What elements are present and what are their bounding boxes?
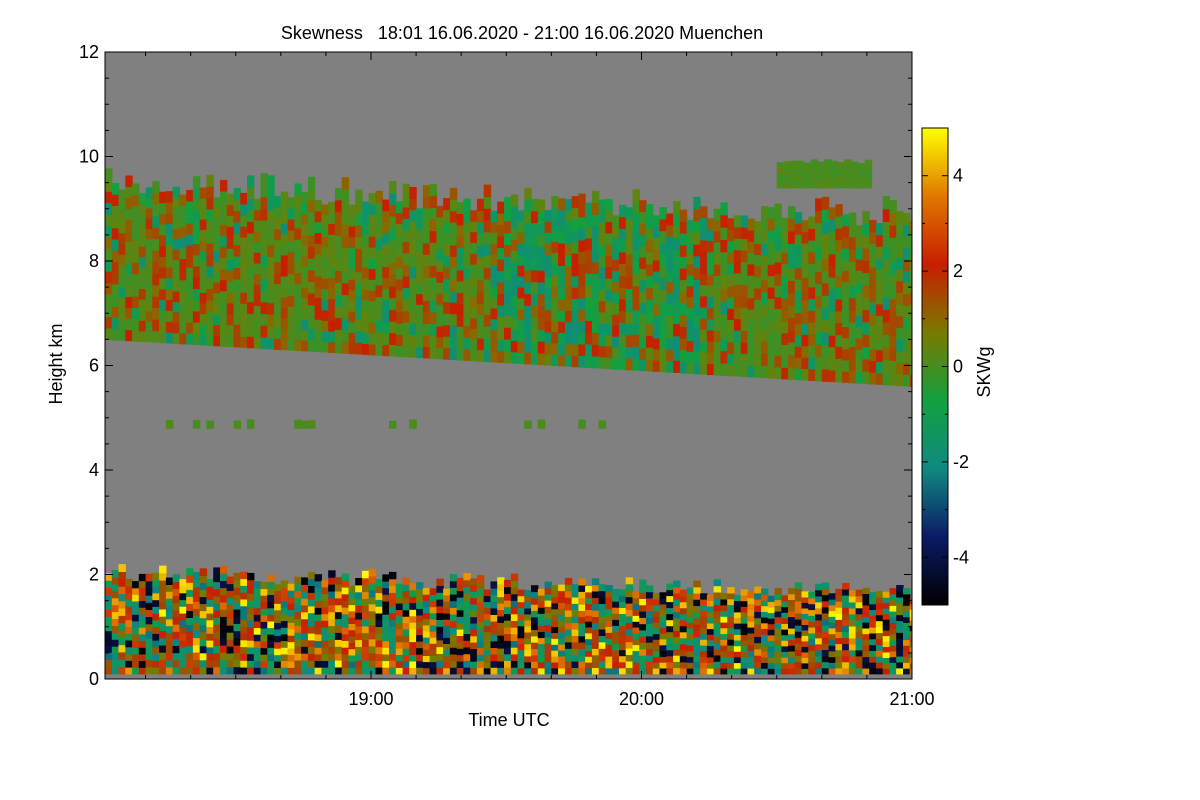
x-tick-label: 19:00 xyxy=(348,689,393,709)
colorbar-tick-label: 2 xyxy=(953,261,963,281)
y-tick-label: 2 xyxy=(89,565,99,585)
region-boundary-layer xyxy=(105,564,912,675)
x-axis-label: Time UTC xyxy=(468,710,549,730)
y-tick-label: 6 xyxy=(89,356,99,376)
y-axis-label: Height km xyxy=(46,323,66,404)
colorbar-tick-label: 0 xyxy=(953,357,963,377)
region-high-patch xyxy=(776,159,873,189)
colorbar-tick-label: -2 xyxy=(953,452,969,472)
y-tick-label: 0 xyxy=(89,669,99,689)
colorbar-label: SKWg xyxy=(974,346,994,397)
y-tick-label: 12 xyxy=(79,42,99,62)
y-tick-label: 4 xyxy=(89,460,99,480)
x-tick-label: 20:00 xyxy=(619,689,664,709)
y-axis: 0 2 4 6 8 10 12 xyxy=(79,42,912,689)
x-axis: 19:00 20:00 21:00 xyxy=(145,52,935,709)
colorbar-tick-label: 4 xyxy=(953,166,963,186)
y-tick-label: 10 xyxy=(79,147,99,167)
region-cirrus-layer xyxy=(105,168,912,387)
chart-title: Skewness 18:01 16.06.2020 - 21:00 16.06.… xyxy=(281,23,763,43)
plot-area xyxy=(104,51,913,680)
y-tick-label: 8 xyxy=(89,251,99,271)
x-tick-label: 21:00 xyxy=(889,689,934,709)
region-thin-layer-near-5-km xyxy=(165,419,607,429)
colorbar-tick-label: -4 xyxy=(953,547,969,567)
colorbar: 4 2 0 -2 -4 SKWg xyxy=(921,127,994,606)
